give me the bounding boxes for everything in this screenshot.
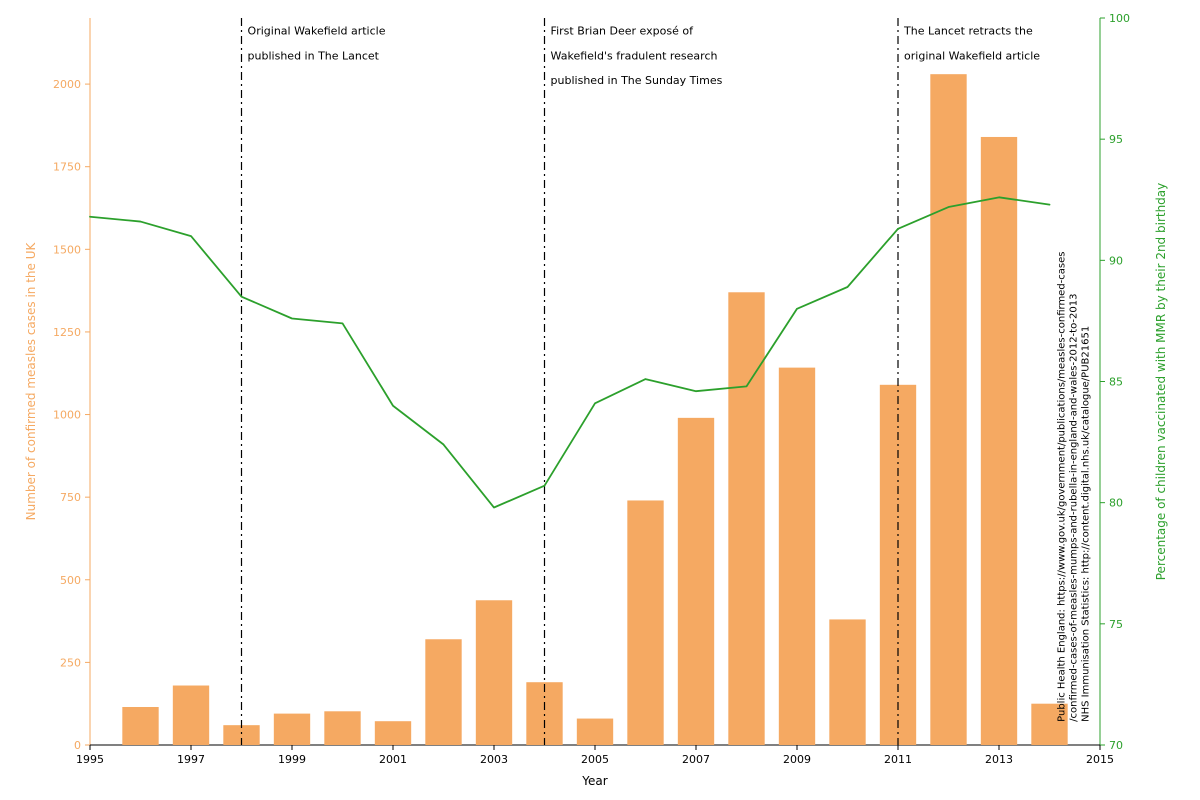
x-tick-label: 2005 (581, 753, 609, 766)
y-right-tick-label: 70 (1109, 739, 1123, 752)
x-axis-label: Year (581, 774, 607, 788)
bar (829, 619, 865, 745)
bar (577, 719, 613, 745)
y-left-axis-label: Number of confirmed measles cases in the… (24, 241, 38, 520)
bar (122, 707, 158, 745)
y-right-tick-label: 100 (1109, 12, 1130, 25)
y-right-tick-label: 80 (1109, 497, 1123, 510)
y-left-tick-label: 250 (60, 656, 81, 669)
y-right-tick-label: 95 (1109, 133, 1123, 146)
y-right-axis-label: Percentage of children vaccinated with M… (1154, 183, 1168, 581)
x-tick-label: 2009 (783, 753, 811, 766)
x-tick-label: 2011 (884, 753, 912, 766)
event-annotation-line: Wakefield's fradulent research (551, 49, 718, 62)
bar (981, 137, 1017, 745)
bar (779, 368, 815, 745)
source-line: Public Health England: https://www.gov.u… (1057, 252, 1068, 722)
y-left-tick-label: 0 (74, 739, 81, 752)
event-annotation-line: published in The Sunday Times (551, 74, 723, 87)
bar (274, 714, 310, 745)
source-line: /confirmed-cases-of-measles-mumps-and-ru… (1069, 294, 1080, 722)
x-tick-label: 2013 (985, 753, 1013, 766)
y-right-ticks: 70 75 80 85 90 95 100 (1100, 12, 1130, 752)
bar (425, 639, 461, 745)
x-tick-label: 2001 (379, 753, 407, 766)
bars-group (122, 74, 1067, 745)
x-ticks: 1995 1997 1999 2001 2003 2005 2007 2009 2011 2013… (76, 745, 1114, 766)
event-annotation-line: published in The Lancet (248, 49, 380, 62)
x-tick-label: 1997 (177, 753, 205, 766)
bar (476, 600, 512, 745)
y-right-tick-label: 85 (1109, 376, 1123, 389)
y-left-tick-label: 750 (60, 491, 81, 504)
source-citation: Public Health England: https://www.gov.u… (1057, 252, 1092, 722)
y-left-tick-label: 2000 (53, 78, 81, 91)
chart-svg: 0 250 500 750 1000 1250 1500 1750 2000 70 75 80 85 90… (0, 0, 1200, 800)
event-annotation-line: Original Wakefield article (248, 25, 386, 38)
bar (678, 418, 714, 745)
x-tick-label: 2003 (480, 753, 508, 766)
x-tick-label: 2007 (682, 753, 710, 766)
y-left-tick-label: 1000 (53, 409, 81, 422)
source-line: NHS Immunisation Statistics: http://cont… (1081, 326, 1092, 722)
bar (324, 711, 360, 745)
event-annotation-line: The Lancet retracts the (903, 25, 1033, 38)
y-left-tick-label: 500 (60, 574, 81, 587)
event-annotation-line: original Wakefield article (904, 49, 1040, 62)
y-right-tick-label: 90 (1109, 254, 1123, 267)
x-tick-label: 1999 (278, 753, 306, 766)
bar (173, 686, 209, 745)
bar (930, 74, 966, 745)
bar (728, 292, 764, 745)
bar (627, 500, 663, 745)
y-left-tick-label: 1750 (53, 161, 81, 174)
y-left-ticks: 0 250 500 750 1000 1250 1500 1750 2000 (53, 78, 90, 752)
y-left-tick-label: 1500 (53, 243, 81, 256)
event-annotations: Original Wakefield article published in T… (248, 25, 1041, 88)
y-left-tick-label: 1250 (53, 326, 81, 339)
event-annotation-line: First Brian Deer exposé of (551, 25, 695, 38)
measles-mmr-chart: 0 250 500 750 1000 1250 1500 1750 2000 70 75 80 85 90… (0, 0, 1200, 800)
x-tick-label: 2015 (1086, 753, 1114, 766)
y-right-tick-label: 75 (1109, 618, 1123, 631)
x-tick-label: 1995 (76, 753, 104, 766)
bar (375, 721, 411, 745)
